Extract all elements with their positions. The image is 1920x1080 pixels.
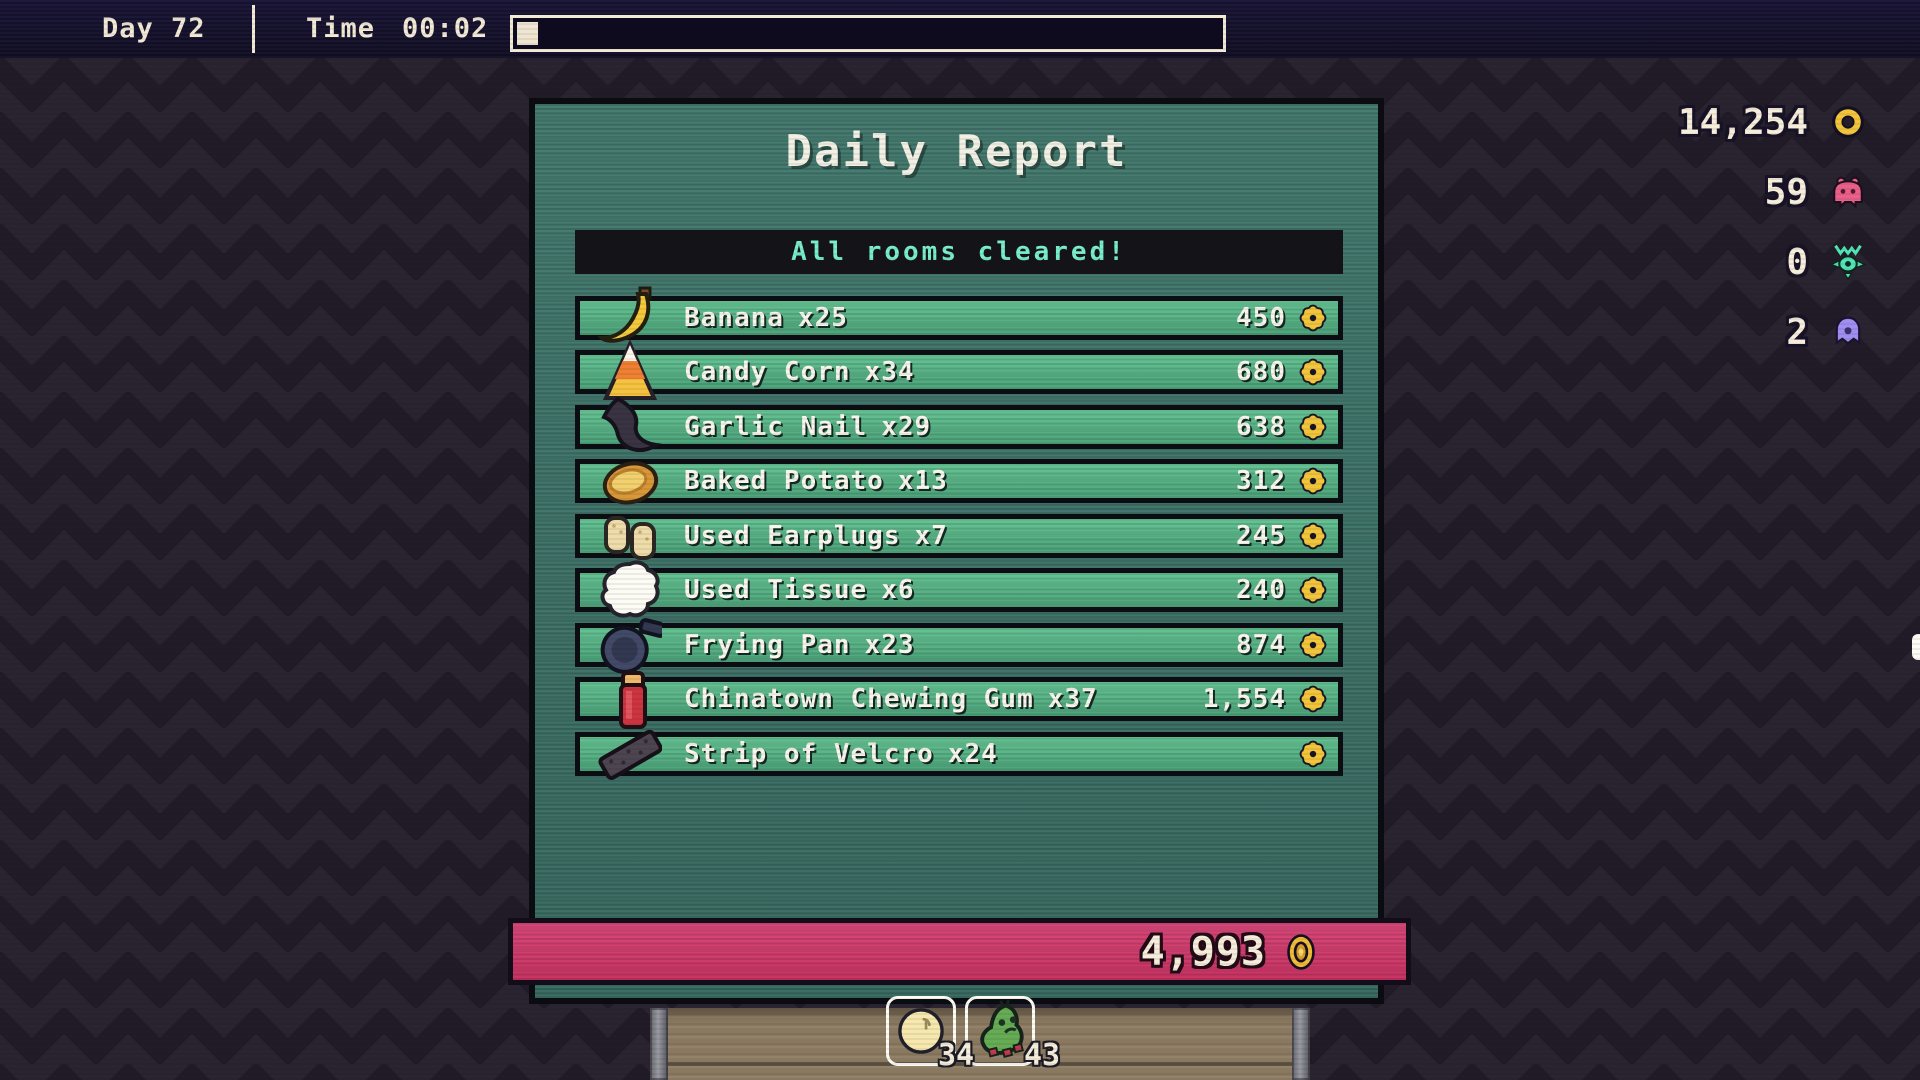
coin-icon	[1299, 522, 1327, 550]
daily-report-panel: Daily Report All rooms cleared! Banana x2…	[529, 98, 1384, 1004]
item-name: Garlic Nail x29	[684, 412, 932, 442]
pink-creature-value: 59	[1764, 171, 1808, 213]
day-progress-fill	[517, 22, 539, 45]
item-name: Frying Pan x23	[684, 630, 915, 660]
item-coin-value: 1,554	[1202, 684, 1286, 714]
hud-pink-creature-counter: 59	[1765, 170, 1868, 214]
daily-total-bar: 4,993	[508, 918, 1411, 985]
floor-edge-left	[650, 1008, 668, 1080]
day-progress-bar	[510, 15, 1226, 52]
report-item-row: Strip of Velcro x24	[575, 729, 1343, 780]
purple-creature-icon	[1835, 316, 1861, 345]
item-name: Candy Corn x34	[684, 357, 915, 387]
coin-icon	[1299, 467, 1327, 495]
day-counter: Day 72	[102, 13, 206, 44]
coin-icon	[1299, 740, 1327, 768]
coin-icon	[1299, 576, 1327, 604]
coin-icon	[1832, 106, 1864, 138]
item-name: Used Earplugs x7	[684, 521, 948, 551]
frying-pan-icon	[600, 618, 662, 674]
teal-creature-value: 0	[1786, 241, 1808, 283]
shop-floor	[650, 1008, 1310, 1080]
offscreen-sprite-fragment	[1912, 634, 1920, 660]
coin-icon	[1299, 685, 1327, 713]
used-earplugs-icon	[604, 516, 656, 560]
purple-creature-value: 2	[1786, 311, 1808, 353]
item-coin-value: 240	[1236, 575, 1286, 605]
item-name: Chinatown Chewing Gum x37	[684, 684, 1098, 714]
pink-creature-icon	[1833, 176, 1863, 209]
item-coin-value: 312	[1236, 466, 1286, 496]
banana-icon	[598, 286, 652, 343]
report-item-row: Used Earplugs x7 245	[575, 514, 1343, 560]
report-item-row: Candy Corn x34 680	[575, 340, 1343, 400]
item-name: Strip of Velcro x24	[684, 739, 998, 769]
report-item-row: Chinatown Chewing Gum x37 1,554	[575, 671, 1343, 729]
all-rooms-cleared-banner: All rooms cleared!	[575, 230, 1343, 274]
report-item-row: Banana x25 450	[575, 286, 1343, 343]
total-coins-value: 4,993	[1140, 928, 1266, 975]
hud-coins-counter: 14,254	[1678, 100, 1868, 144]
slot-count: 43	[1024, 1038, 1061, 1073]
caterpillar-icon	[980, 1000, 1024, 1059]
inventory-slot-orb[interactable]	[886, 996, 956, 1066]
report-item-row: Garlic Nail x29 638	[575, 396, 1343, 452]
item-coin-value: 245	[1236, 521, 1286, 551]
orb-icon	[898, 1008, 944, 1054]
hud-teal-creature-counter: 0	[1786, 240, 1868, 284]
time-value: 00:02	[402, 13, 489, 44]
teal-creature-icon	[1829, 244, 1867, 281]
item-name: Used Tissue x6	[684, 575, 915, 605]
coin-icon	[1287, 933, 1315, 970]
topbar-divider	[252, 5, 255, 53]
report-item-row: Frying Pan x23 874	[575, 618, 1343, 674]
candy-corn-icon	[602, 340, 658, 400]
report-item-row: Used Tissue x6 240	[575, 560, 1343, 618]
velcro-icon	[598, 729, 662, 780]
chewing-gum-icon	[619, 671, 647, 729]
report-item-row: Baked Potato x13 312	[575, 459, 1343, 505]
used-tissue-icon	[600, 560, 660, 618]
garlic-nail-icon	[601, 396, 662, 452]
baked-potato-icon	[602, 461, 659, 505]
slot-count: 34	[938, 1038, 975, 1073]
coin-icon	[1299, 413, 1327, 441]
hud-purple-creature-counter: 2	[1786, 310, 1868, 354]
top-status-bar: Day 72 Time 00:02	[0, 0, 1920, 58]
item-name: Banana x25	[684, 303, 848, 333]
item-coin-value: 450	[1236, 303, 1286, 333]
coin-icon	[1299, 631, 1327, 659]
coin-icon	[1299, 358, 1327, 386]
item-name: Baked Potato x13	[684, 466, 948, 496]
coins-value: 14,254	[1677, 101, 1808, 143]
floor-edge-right	[1292, 1008, 1310, 1080]
coin-icon	[1299, 304, 1327, 332]
inventory-slot-caterpillar[interactable]	[965, 996, 1035, 1066]
time-label: Time	[306, 13, 376, 44]
item-coin-value: 680	[1236, 357, 1286, 387]
item-coin-value: 638	[1236, 412, 1286, 442]
panel-title: Daily Report	[785, 126, 1128, 177]
item-coin-value: 874	[1236, 630, 1286, 660]
